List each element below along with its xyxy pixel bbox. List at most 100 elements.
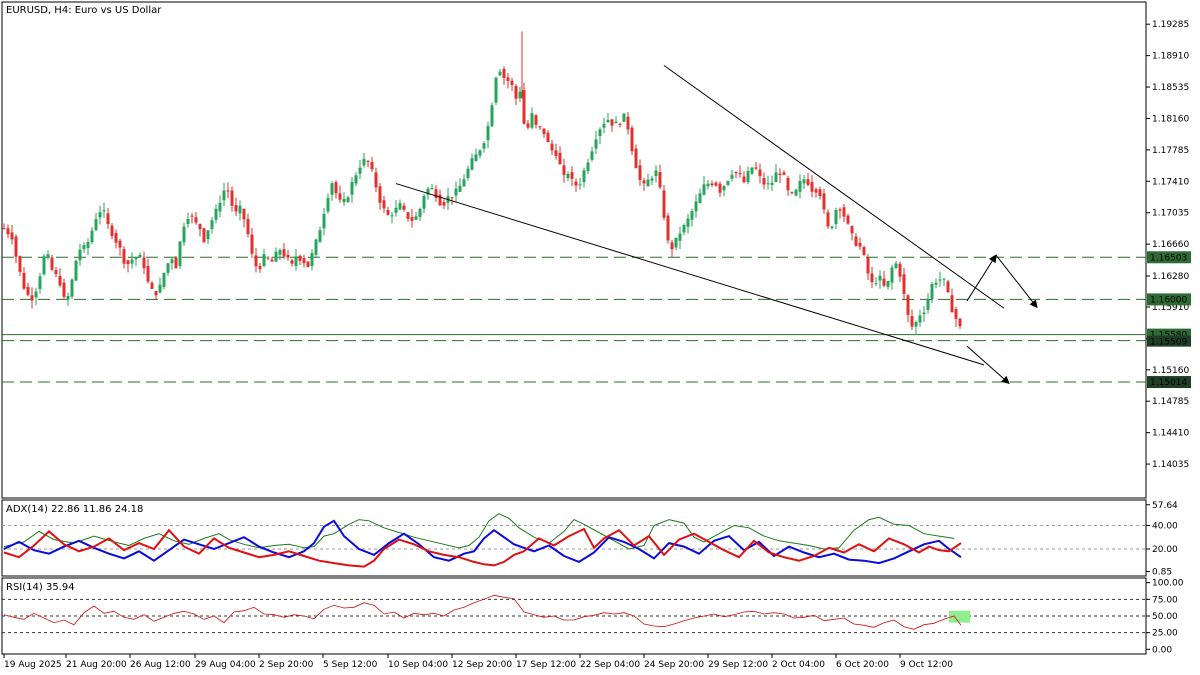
candle-body	[222, 190, 226, 201]
candle-body	[862, 247, 866, 255]
x-tick-label: 29 Aug 04:00	[195, 660, 256, 670]
candle-body	[770, 182, 774, 185]
candle-body	[234, 205, 238, 212]
candle-body	[806, 179, 810, 185]
candle-body	[490, 105, 494, 127]
rsi-series-line	[3, 594, 962, 630]
candle-body	[686, 218, 690, 227]
candle-body	[414, 216, 418, 220]
candle-body	[166, 263, 170, 273]
candle-body	[214, 208, 218, 220]
y-tick-label: 1.19285	[1152, 20, 1189, 30]
candle-body	[574, 181, 578, 186]
candle-body	[618, 124, 622, 126]
adx-y-tick-label: 40.00	[1152, 521, 1178, 531]
x-tick-label: 12 Sep 20:00	[452, 660, 512, 670]
x-tick-label: 17 Sep 12:00	[516, 660, 576, 670]
candle-body	[610, 119, 614, 126]
candle-body	[898, 263, 902, 277]
candle-body	[26, 286, 30, 295]
candle-body	[542, 128, 546, 135]
y-tick-label: 1.16280	[1152, 272, 1189, 282]
candle-body	[438, 194, 442, 206]
y-tick-label: 1.15910	[1152, 303, 1189, 313]
candle-body	[246, 219, 250, 235]
candle-body	[378, 186, 382, 203]
candle-body	[10, 232, 14, 240]
candle-body	[730, 174, 734, 179]
candle-body	[674, 237, 678, 248]
rsi-y-tick-label: 0.00	[1152, 645, 1172, 655]
candle-body	[534, 115, 538, 125]
upper-trendline	[663, 65, 1005, 309]
candle-body	[850, 226, 854, 234]
candle-body	[150, 282, 154, 289]
candle-body	[738, 173, 742, 175]
rsi-y-tick-label: 75.00	[1152, 595, 1178, 605]
candle-body	[894, 263, 898, 269]
candle-body	[830, 226, 834, 229]
candle-body	[50, 257, 54, 270]
arrow-up-target	[966, 254, 997, 302]
level-price-label: 1.15509	[1150, 338, 1187, 348]
candle-body	[662, 190, 666, 218]
candle-body	[782, 172, 786, 175]
candle-body	[462, 179, 466, 187]
candle-body	[122, 249, 126, 264]
candle-body	[518, 91, 522, 99]
x-tick-label: 2 Oct 04:00	[772, 660, 825, 670]
candle-body	[914, 322, 918, 327]
candle-body	[734, 172, 738, 174]
x-tick-label: 2 Sep 20:00	[259, 660, 314, 670]
candle-body	[506, 77, 510, 82]
candle-body	[126, 260, 130, 265]
candle-body	[118, 240, 122, 248]
candle-body	[466, 168, 470, 178]
candle-body	[46, 254, 50, 258]
candle-body	[538, 126, 542, 128]
candle-body	[554, 150, 558, 157]
candle-body	[938, 279, 942, 281]
candle-body	[834, 210, 838, 225]
candle-body	[658, 172, 662, 188]
candle-body	[726, 180, 730, 185]
candle-body	[86, 242, 90, 249]
candle-body	[230, 190, 234, 206]
candle-body	[910, 316, 914, 327]
candle-body	[386, 210, 390, 215]
candle-body	[778, 173, 782, 176]
candle-body	[90, 230, 94, 243]
candle-body	[210, 220, 214, 230]
candle-body	[578, 184, 582, 186]
candle-body	[426, 188, 430, 195]
candle-body	[614, 121, 618, 124]
candle-body	[154, 291, 158, 296]
adx-panel-frame	[1, 499, 1147, 577]
y-tick-label: 1.16660	[1152, 240, 1189, 250]
candle-body	[470, 158, 474, 170]
candle-body	[250, 234, 254, 254]
candle-body	[710, 183, 714, 186]
adx-y-tick-label: 57.64	[1152, 501, 1178, 511]
candle-body	[838, 209, 842, 211]
candle-body	[2, 228, 6, 230]
level-price-tag	[1147, 293, 1191, 306]
x-tick-label: 19 Aug 2025	[4, 660, 62, 670]
candle-body	[906, 295, 910, 315]
candle-body	[602, 123, 606, 128]
candle-body	[254, 255, 258, 267]
candle-body	[130, 259, 134, 264]
candle-body	[878, 275, 882, 281]
candle-body	[6, 228, 10, 235]
candle-body	[590, 151, 594, 160]
candle-body	[402, 205, 406, 210]
candle-body	[810, 182, 814, 192]
candle-body	[762, 177, 766, 185]
candle-body	[106, 213, 110, 225]
candle-body	[510, 80, 514, 85]
candle-body	[182, 226, 186, 243]
candle-body	[322, 213, 326, 229]
candle-body	[622, 113, 626, 122]
candle-body	[370, 162, 374, 170]
candle-body	[802, 179, 806, 184]
